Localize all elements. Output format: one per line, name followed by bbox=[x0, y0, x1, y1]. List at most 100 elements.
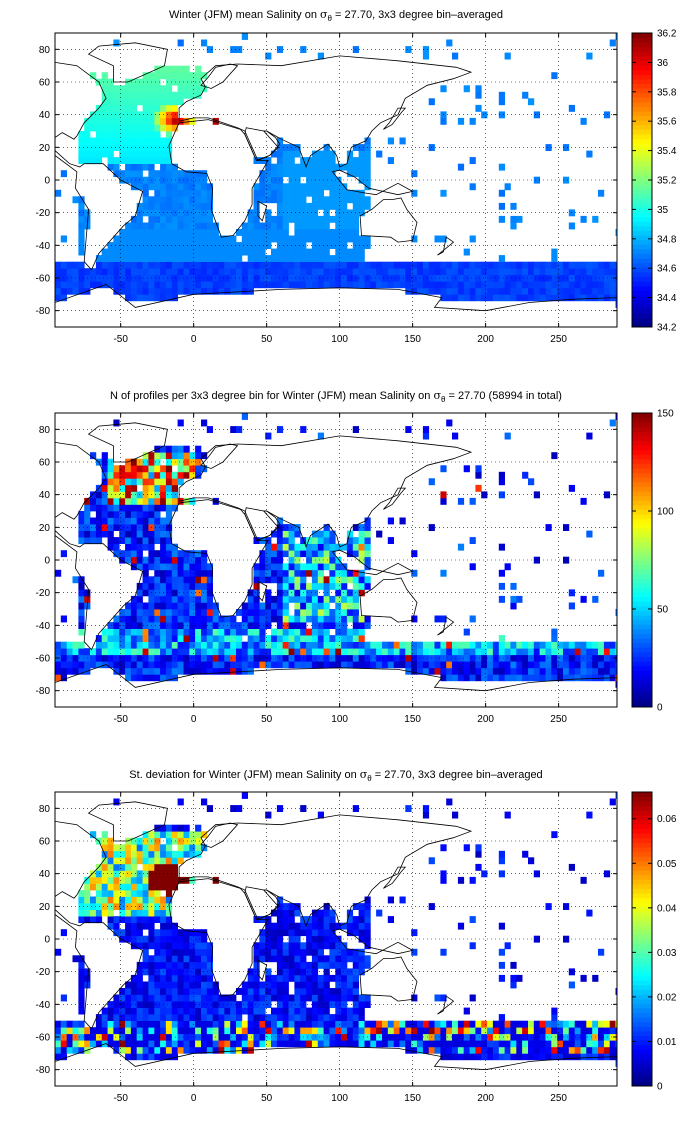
colorbar-swatch bbox=[632, 893, 652, 899]
heatmap-cell bbox=[306, 261, 313, 269]
heatmap-cell bbox=[247, 248, 254, 256]
colorbar-swatch bbox=[632, 463, 652, 469]
heatmap-cell bbox=[113, 85, 120, 93]
heatmap-cell bbox=[119, 635, 126, 642]
heatmap-cell bbox=[323, 628, 330, 636]
heatmap-cell bbox=[358, 654, 365, 662]
heatmap-cell bbox=[528, 281, 535, 289]
heatmap-cell bbox=[329, 550, 336, 558]
heatmap-cell bbox=[387, 274, 394, 282]
heatmap-cell bbox=[352, 961, 359, 969]
heatmap-cell bbox=[119, 484, 126, 492]
heatmap-cell bbox=[125, 511, 132, 518]
heatmap-cell bbox=[487, 654, 494, 662]
heatmap-cell bbox=[90, 72, 97, 80]
heatmap-cell bbox=[311, 641, 319, 649]
heatmap-cell bbox=[142, 137, 149, 145]
heatmap-cell bbox=[177, 661, 184, 669]
heatmap-cell bbox=[522, 648, 529, 656]
heatmap-cell bbox=[557, 294, 564, 302]
heatmap-cell bbox=[95, 1020, 103, 1028]
heatmap-cell bbox=[259, 641, 266, 649]
heatmap-cell bbox=[148, 511, 155, 518]
heatmap-cell bbox=[469, 1046, 476, 1054]
heatmap-cell bbox=[154, 556, 161, 564]
heatmap-cell bbox=[545, 261, 552, 269]
heatmap-cell bbox=[119, 1020, 126, 1028]
heatmap-cell bbox=[189, 831, 196, 839]
heatmap-cell bbox=[78, 287, 85, 295]
heatmap-cell bbox=[119, 667, 126, 675]
heatmap-cell bbox=[107, 896, 114, 904]
heatmap-cell bbox=[306, 569, 313, 577]
heatmap-cell bbox=[329, 654, 336, 662]
heatmap-cell bbox=[230, 622, 237, 629]
heatmap-cell bbox=[142, 661, 149, 669]
heatmap-cell bbox=[341, 628, 348, 636]
heatmap-cell bbox=[580, 1040, 587, 1048]
heatmap-cell bbox=[522, 654, 529, 662]
heatmap-cell bbox=[119, 1007, 126, 1015]
heatmap-cell bbox=[282, 974, 289, 982]
heatmap-cell bbox=[206, 994, 213, 1002]
heatmap-cell bbox=[276, 929, 284, 937]
heatmap-cell bbox=[469, 287, 476, 295]
heatmap-cell bbox=[352, 582, 359, 590]
heatmap-cell bbox=[195, 569, 202, 577]
heatmap-cell bbox=[60, 268, 67, 276]
heatmap-cell bbox=[230, 261, 237, 269]
heatmap-cell bbox=[212, 235, 219, 243]
colorbar-tick-label: 35 bbox=[657, 205, 669, 216]
heatmap-cell bbox=[265, 974, 272, 982]
heatmap-cell bbox=[183, 452, 190, 460]
heatmap-cell bbox=[598, 569, 605, 577]
colorbar-tick-label: 34.4 bbox=[657, 293, 677, 304]
heatmap-cell bbox=[241, 792, 248, 799]
heatmap-cell bbox=[352, 648, 359, 656]
heatmap-cell bbox=[259, 170, 266, 178]
heatmap-cell bbox=[294, 909, 301, 917]
heatmap-cell bbox=[165, 170, 173, 178]
heatmap-cell bbox=[516, 294, 523, 302]
heatmap-cell bbox=[329, 530, 336, 538]
heatmap-cell bbox=[130, 609, 138, 616]
heatmap-cell bbox=[440, 648, 447, 656]
heatmap-cell bbox=[130, 1040, 138, 1048]
heatmap-cell bbox=[358, 1014, 365, 1021]
heatmap-cell bbox=[346, 916, 354, 923]
heatmap-cell bbox=[171, 242, 178, 249]
heatmap-cell bbox=[341, 1014, 348, 1021]
heatmap-cell bbox=[201, 1046, 208, 1054]
heatmap-cell bbox=[165, 628, 173, 636]
heatmap-cell bbox=[154, 576, 161, 584]
heatmap-cell bbox=[440, 117, 447, 125]
heatmap-cell bbox=[259, 935, 266, 943]
heatmap-cell bbox=[113, 255, 120, 262]
heatmap-cell bbox=[177, 1027, 184, 1035]
heatmap-cell bbox=[317, 654, 324, 662]
heatmap-cell bbox=[154, 903, 161, 910]
heatmap-cell bbox=[329, 1014, 336, 1021]
heatmap-cell bbox=[154, 242, 161, 249]
heatmap-cell bbox=[510, 667, 517, 675]
heatmap-cell bbox=[101, 78, 108, 86]
heatmap-cell bbox=[142, 163, 149, 171]
heatmap-cell bbox=[189, 189, 196, 197]
heatmap-cell bbox=[160, 831, 167, 839]
heatmap-cell bbox=[113, 1020, 120, 1028]
heatmap-cell bbox=[101, 903, 108, 910]
heatmap-cell bbox=[171, 870, 178, 878]
colorbar-swatch bbox=[632, 449, 652, 455]
heatmap-cell bbox=[154, 1020, 161, 1028]
heatmap-cell bbox=[171, 935, 178, 943]
heatmap-cell bbox=[346, 150, 354, 158]
heatmap-cell bbox=[341, 1020, 348, 1028]
heatmap-cell bbox=[171, 863, 178, 871]
heatmap-cell bbox=[393, 654, 400, 662]
heatmap-cell bbox=[346, 1007, 354, 1015]
heatmap-cell bbox=[160, 844, 167, 852]
heatmap-cell bbox=[481, 641, 488, 649]
colorbar-swatch bbox=[632, 285, 652, 291]
heatmap-cell bbox=[317, 229, 324, 236]
heatmap-cell bbox=[475, 1020, 482, 1028]
